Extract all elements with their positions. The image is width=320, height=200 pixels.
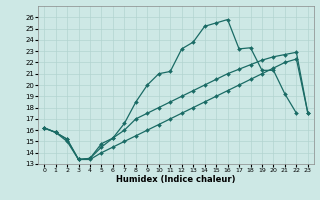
X-axis label: Humidex (Indice chaleur): Humidex (Indice chaleur) <box>116 175 236 184</box>
